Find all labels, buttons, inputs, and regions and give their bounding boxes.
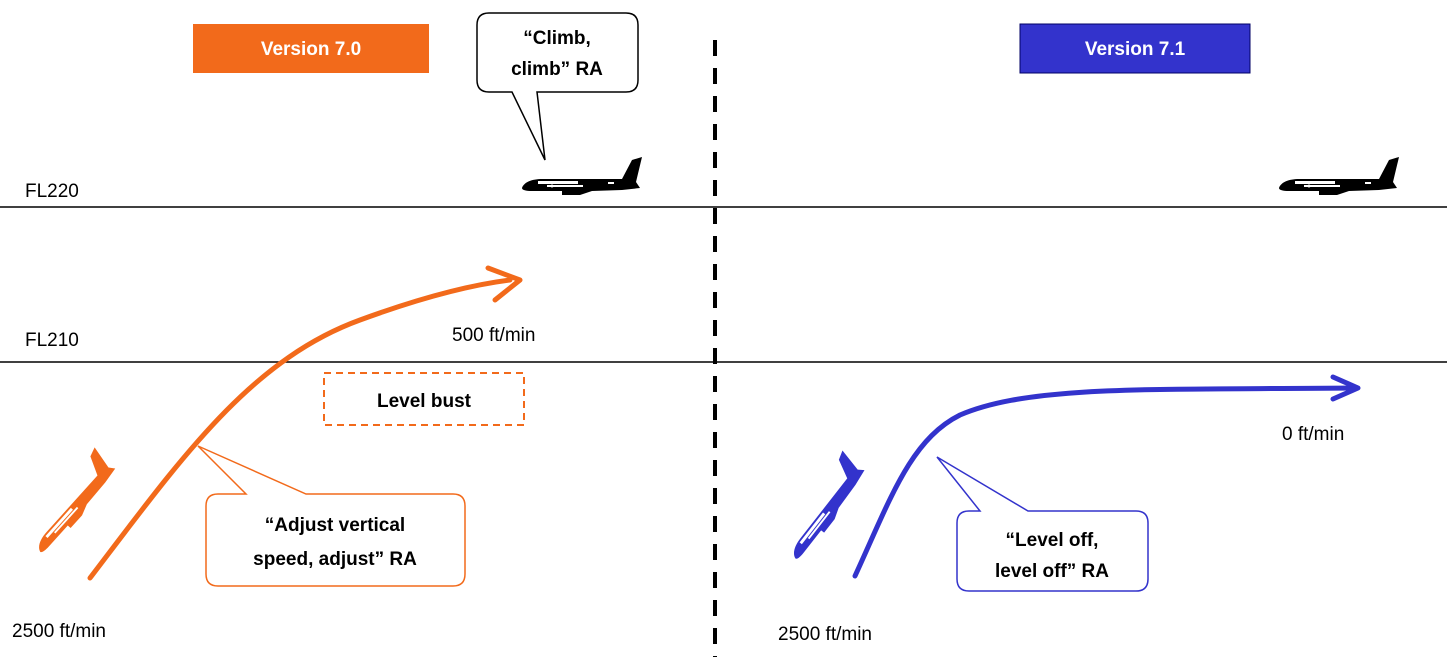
version-7-1-label: Version 7.1 — [1085, 39, 1186, 60]
trajectory-7-1-arrowhead — [1330, 374, 1361, 402]
left-start-rate: 2500 ft/min — [12, 621, 106, 642]
climbing-aircraft-right-icon — [772, 450, 871, 563]
climbing-aircraft-left-icon — [18, 447, 122, 557]
climb-climb-callout: “Climb, climb” RA — [476, 12, 639, 161]
fl210-label: FL210 — [25, 330, 79, 351]
level-off-callout: “Level off, level off” RA — [936, 456, 1149, 592]
trajectory-7-0 — [87, 277, 513, 581]
version-7-1-badge: Version 7.1 — [1019, 23, 1251, 74]
adjust-vs-callout: “Adjust vertical speed, adjust” RA — [197, 445, 466, 587]
level-bust-box: Level bust — [323, 372, 525, 426]
level-off-callout-line-2: level off” RA — [995, 561, 1109, 582]
intruder-aircraft-right-icon — [1279, 157, 1399, 195]
trajectory-7-1 — [852, 385, 1353, 579]
version-7-0-badge: Version 7.0 — [193, 24, 429, 73]
right-start-rate: 2500 ft/min — [778, 624, 872, 645]
adjust-callout-line-1: “Adjust vertical — [265, 515, 405, 536]
climb-callout-line-1: “Climb, — [523, 28, 591, 49]
trajectory-7-0-arrowhead — [485, 265, 523, 303]
climb-callout-line-2: climb” RA — [511, 59, 603, 80]
right-end-rate: 0 ft/min — [1282, 424, 1344, 445]
intruder-aircraft-left-icon — [522, 157, 642, 195]
level-bust-label: Level bust — [377, 391, 472, 412]
fl220-label: FL220 — [25, 181, 79, 202]
level-off-callout-line-1: “Level off, — [1006, 530, 1099, 551]
left-end-rate: 500 ft/min — [452, 325, 535, 346]
version-7-0-label: Version 7.0 — [261, 39, 361, 60]
adjust-callout-line-2: speed, adjust” RA — [253, 549, 417, 570]
